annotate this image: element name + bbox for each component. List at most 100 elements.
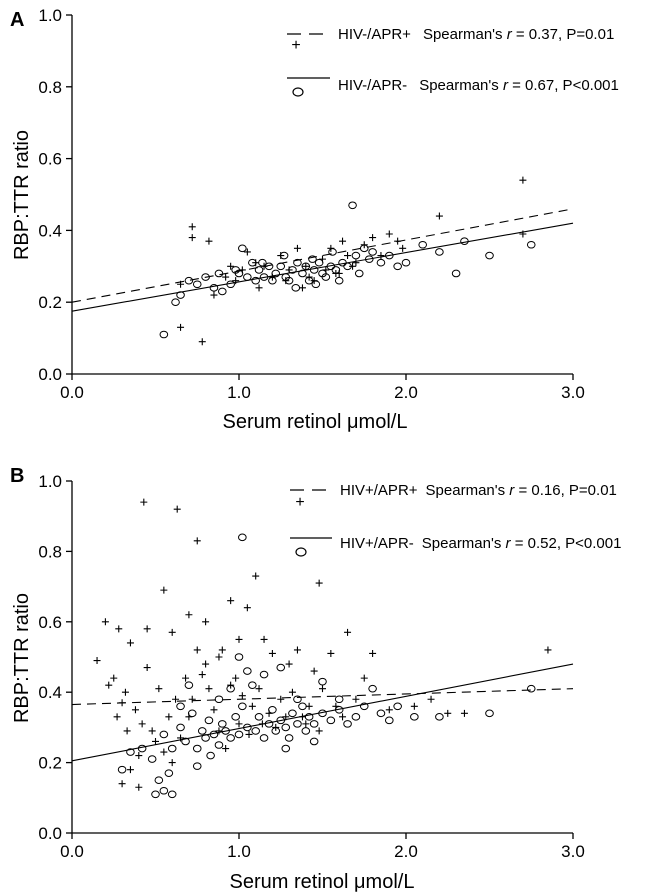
panel-b-circle-point <box>264 720 274 728</box>
panel-a-plus-point <box>339 237 347 245</box>
panel-b-plus-point <box>288 688 296 696</box>
panel-b-circle-point <box>526 684 536 693</box>
panel-a-circle-point <box>376 258 386 267</box>
panel-a-circle-point <box>364 255 374 263</box>
legend-a-group-2: HIV-/APR- <box>338 77 407 94</box>
panel-a-circle-point <box>268 276 277 285</box>
panel-b-circle-point <box>410 713 419 721</box>
panel-a-plus-point <box>188 234 196 242</box>
panel-b-circle-point <box>485 709 494 718</box>
panel-b-plus-point <box>427 695 435 703</box>
panel-b-plus-point <box>544 646 552 654</box>
panel-b-plus-point <box>460 709 468 717</box>
panel-a-circle-point <box>348 201 357 210</box>
panel-b-circle-point <box>393 702 402 711</box>
panel-b-plus-point <box>285 660 293 668</box>
panel-b-plus-point <box>238 692 246 700</box>
panel-b-dashed-fit-line <box>71 688 574 706</box>
panel-b-plus-point <box>193 537 201 545</box>
panel-a-circle-point <box>451 269 461 278</box>
panel-a-dashed-fit-line <box>71 208 574 303</box>
panel-b-y-tick-label: 0.8 <box>38 542 62 561</box>
panel-b-circle-point <box>254 713 264 721</box>
panel-a-circle-point <box>368 248 377 256</box>
panel-b-circle-point <box>318 709 327 718</box>
panel-a-circle-point <box>176 291 185 299</box>
panel-b-circle-point <box>293 720 302 728</box>
legend-b-stat-suffix-2: = 0.52, P<0.001 <box>511 535 622 552</box>
panel-b-circle-point <box>351 713 361 721</box>
panel-b-plus-point <box>352 695 360 703</box>
panel-b-circle-point <box>301 727 311 735</box>
panel-a-circle-point <box>343 262 352 271</box>
panel-b-plus-point <box>126 766 134 774</box>
panel-b-circle-point <box>326 716 336 725</box>
panel-b-plus-point <box>193 646 201 654</box>
panel-a-circle-point <box>209 284 219 292</box>
panel-a-plot-area: 0.0 0.2 0.4 0.6 0.8 1.0 0.0 1.0 2.0 3.0 <box>38 6 584 402</box>
panel-b-plus-point <box>126 639 134 647</box>
panel-b-circle-point <box>251 727 260 735</box>
panel-b-circle-point <box>126 748 135 756</box>
panel-b-plus-point <box>173 505 181 513</box>
panel-b-circle-point <box>318 677 327 686</box>
panel-a-circle-point <box>298 269 307 278</box>
panel-b-circle-point <box>187 709 197 718</box>
panel-b-circle-point <box>243 667 252 675</box>
panel-b-plus-point <box>327 649 335 657</box>
panel-b-circle-point <box>159 786 169 795</box>
panel-a-plus-point <box>352 259 360 267</box>
panel-a-circle-point <box>308 255 317 263</box>
panel-b-plus-point <box>339 713 347 721</box>
panel-b-plus-point <box>135 783 143 791</box>
panel-b-plus-point <box>182 674 190 682</box>
panel-a-circle-point <box>276 262 286 271</box>
legend-b-stat-r-2: r <box>506 535 512 552</box>
panel-b-circle-point <box>218 720 227 728</box>
panel-b-circle-point <box>192 762 202 770</box>
panel-a-circle-point <box>301 262 311 271</box>
panel-b-plus-point <box>123 727 131 735</box>
panel-a-plus-point <box>394 237 402 245</box>
panel-b-circle-point <box>184 681 194 689</box>
panel-b-plus-point <box>131 706 139 714</box>
panel-a-solid-fit-line <box>71 222 574 312</box>
panel-a-y-tick-label: 0.0 <box>38 365 62 384</box>
panel-a-x-tick-label: 2.0 <box>394 383 418 402</box>
panel-a-y-tick-label: 0.8 <box>38 78 62 97</box>
legend-b-stat-prefix-1: Spearman's <box>426 482 510 499</box>
panel-a-plus-point <box>302 262 310 270</box>
panel-a-circle-point <box>309 266 319 274</box>
panel-a-circle-point <box>331 266 341 274</box>
panel-b-x-tick-label: 0.0 <box>60 842 84 861</box>
panel-a-x-tick-label: 3.0 <box>561 383 585 402</box>
panel-b-circle-point <box>209 730 219 739</box>
panel-b-plus-point <box>315 579 323 587</box>
panel-b-plus-point <box>235 635 243 643</box>
panel-a-circle-point <box>159 330 169 339</box>
panel-b-circle-point <box>176 723 185 732</box>
panel-b-circle-point <box>147 755 157 763</box>
panel-a-circle-point <box>304 276 314 285</box>
panel-b-y-tick-label: 0.4 <box>38 683 62 702</box>
panel-b-circle-point <box>304 713 314 721</box>
panel-a-circle-point <box>259 273 269 281</box>
legend-b-group-1: HIV+/APR+ <box>340 482 418 499</box>
panel-b-circle-point <box>226 684 235 693</box>
panel-b-plus-point <box>245 730 253 738</box>
panel-a-plus-point <box>188 223 196 231</box>
panel-b-plus-point <box>165 713 173 721</box>
panel-b-circle-point <box>181 737 190 746</box>
panel-a-circle-point <box>258 258 267 267</box>
legend-b-group-2: HIV+/APR- <box>340 535 414 552</box>
panel-b-plus-point <box>140 498 148 506</box>
panel-a-plus-point <box>293 244 301 252</box>
panel-a-circle-point <box>171 298 180 307</box>
panel-b-circle-point <box>206 751 215 760</box>
panel-b-plus-point <box>215 727 223 735</box>
panel-b-circle-point <box>293 695 302 704</box>
panel-b-plus-point <box>315 727 323 735</box>
panel-b-plus-point <box>188 695 196 703</box>
panel-b-plus-point <box>118 780 126 788</box>
